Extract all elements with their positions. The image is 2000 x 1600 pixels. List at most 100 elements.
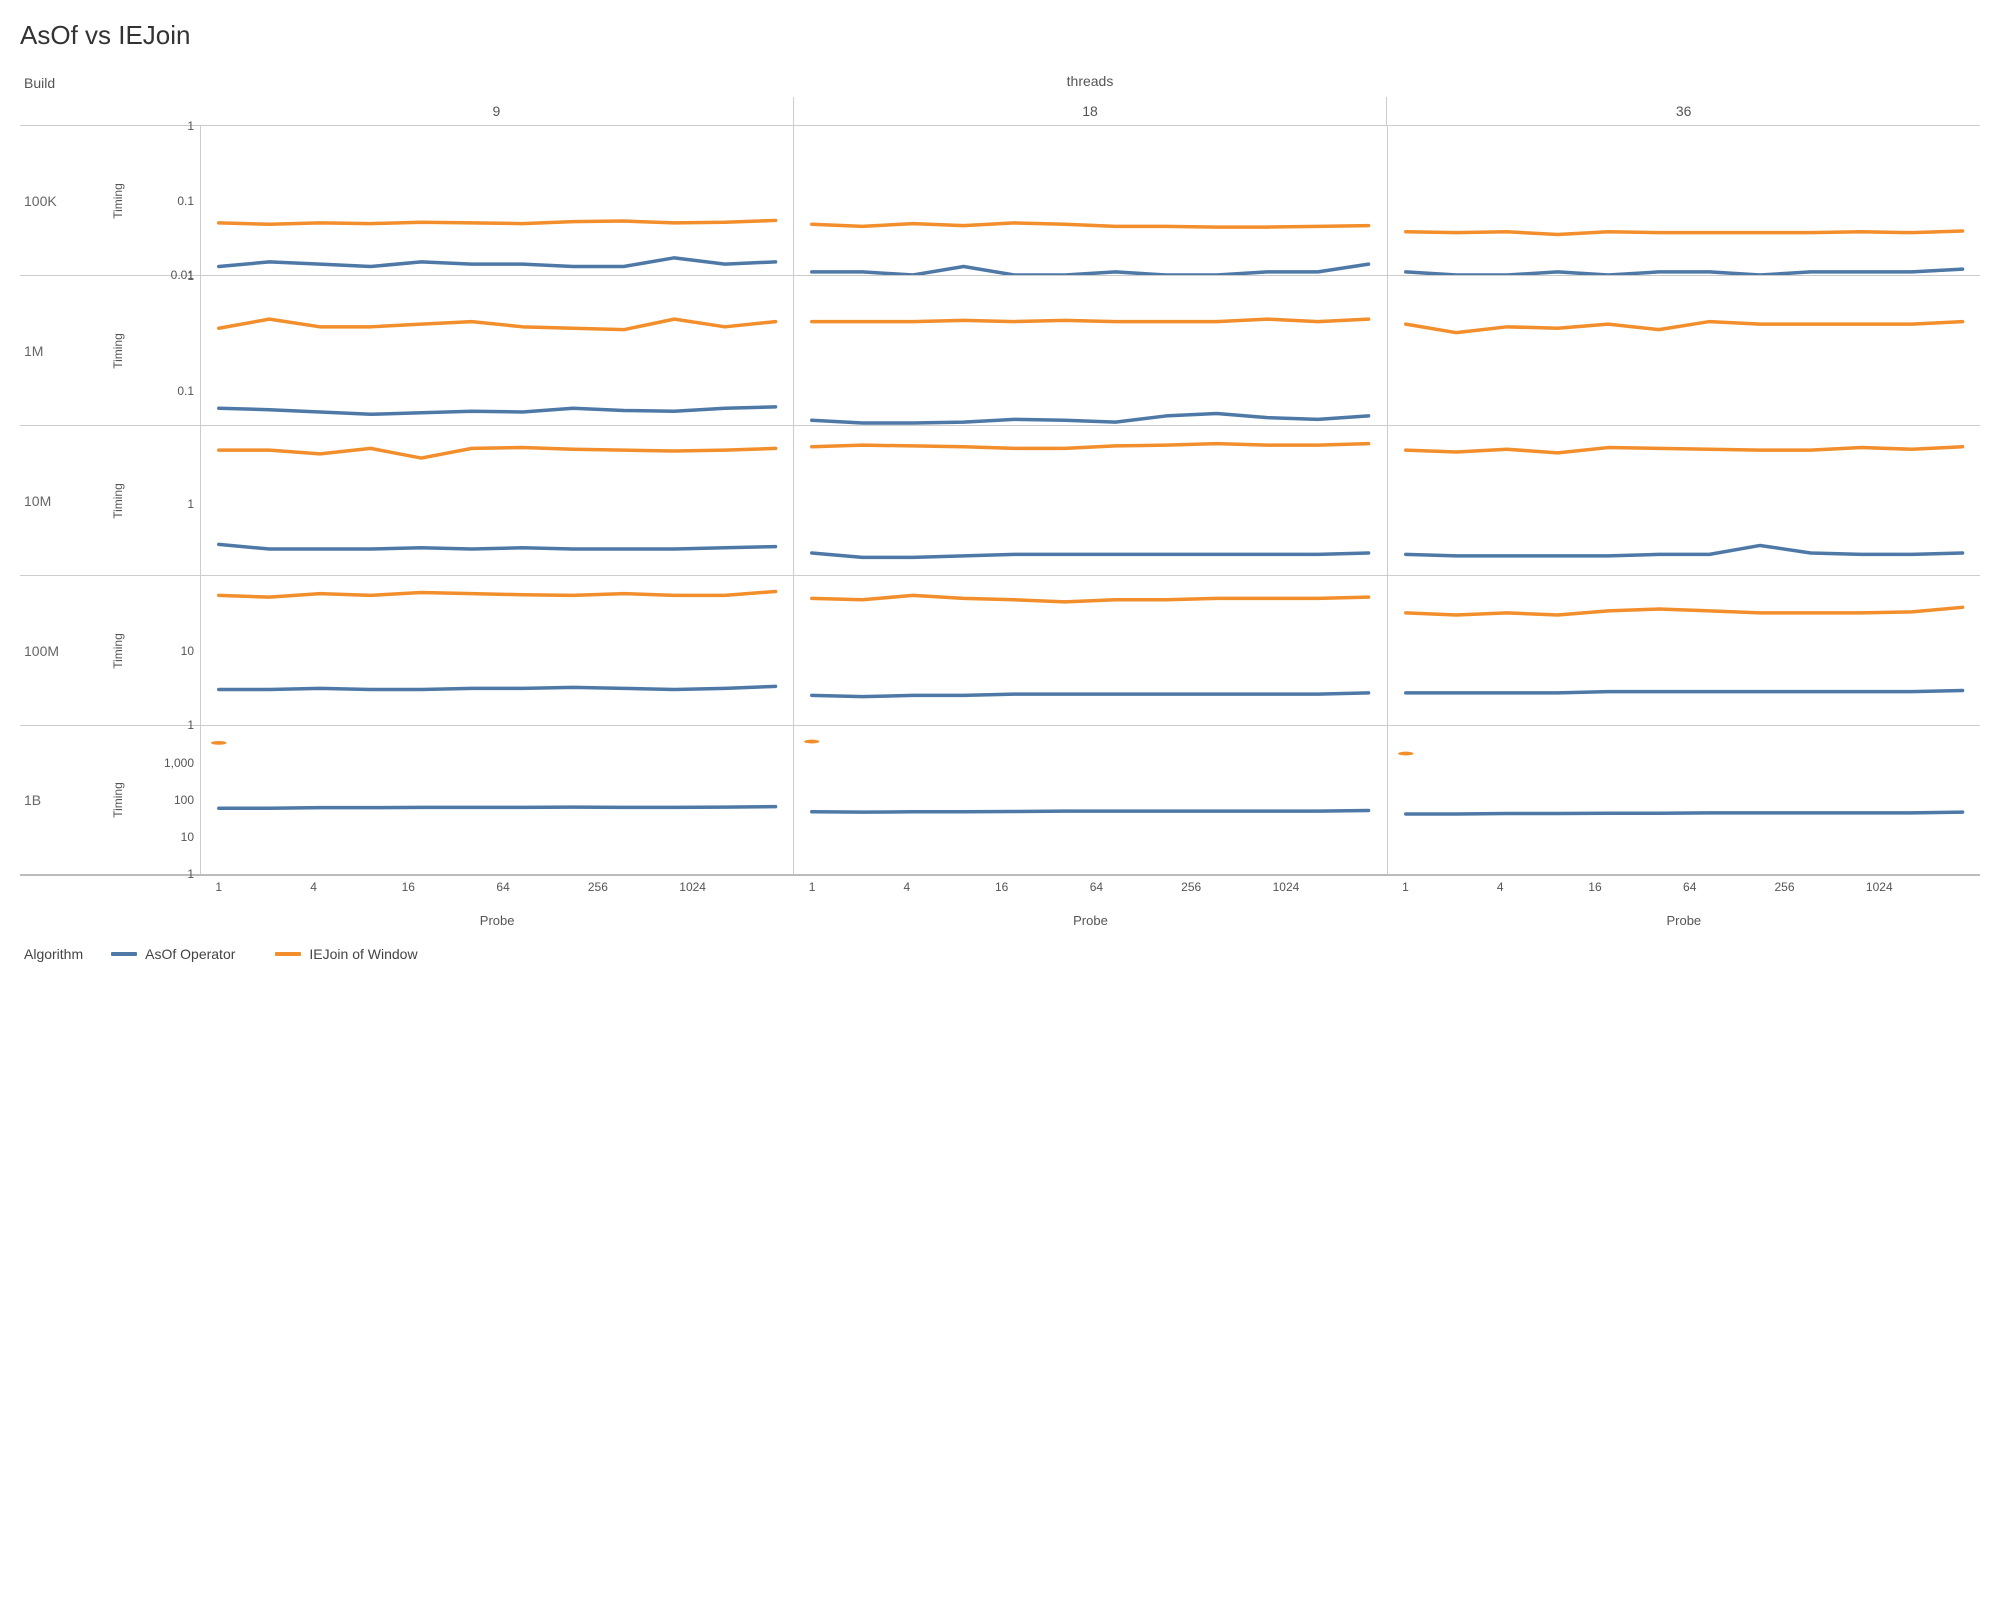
x-axis-label: Probe	[1666, 913, 1701, 928]
y-tick: 1	[187, 269, 194, 283]
legend-swatch	[275, 952, 301, 956]
build-row-label: 100M	[20, 576, 90, 725]
legend-item: IEJoin of Window	[275, 946, 417, 962]
thread-column-header: 36	[1386, 97, 1980, 125]
chart-panel	[200, 126, 793, 275]
facet-grid: Build threads 91836 100KTiming10.10.011M…	[20, 69, 1980, 936]
x-axis-label: Probe	[480, 913, 515, 928]
x-axis: 1416642561024Probe	[200, 876, 793, 936]
iejoin-series-line	[219, 591, 776, 597]
x-axis: 1 4 16 64 256 1024 Probe	[793, 876, 1386, 936]
x-tick: 64	[1090, 880, 1103, 894]
chart-panel	[1387, 126, 1980, 275]
chart-panel	[793, 726, 1386, 874]
y-tick: 0.1	[177, 194, 194, 208]
asof-series-line	[812, 264, 1369, 275]
x-tick: 4	[904, 880, 911, 894]
x-tick: 64	[496, 880, 509, 894]
iejoin-series-line	[219, 448, 776, 459]
asof-series-line	[812, 414, 1369, 424]
chart-panel	[793, 126, 1386, 275]
build-row-label: 1M	[20, 276, 90, 425]
y-tick: 100	[174, 793, 194, 807]
asof-series-line	[1405, 691, 1962, 693]
x-tick: 16	[402, 880, 415, 894]
iejoin-series-line	[812, 444, 1369, 449]
chart-panel	[793, 426, 1386, 575]
iejoin-series-line	[812, 223, 1369, 227]
chart-title: AsOf vs IEJoin	[20, 20, 1980, 51]
chart-panel	[1387, 426, 1980, 575]
x-tick: 64	[1683, 880, 1696, 894]
y-axis-label: Timing	[111, 633, 125, 669]
asof-series-line	[812, 553, 1369, 557]
y-tick: 1	[187, 119, 194, 133]
thread-column-header: 9	[200, 97, 793, 125]
chart-panel	[1387, 576, 1980, 725]
y-axis: Timing10.1	[90, 276, 200, 425]
legend-item: AsOf Operator	[111, 946, 235, 962]
iejoin-series-line	[219, 220, 776, 224]
y-axis-label: Timing	[111, 483, 125, 519]
x-tick: 16	[995, 880, 1008, 894]
facet-row: 100MTiming101	[20, 576, 1980, 726]
legend: Algorithm AsOf OperatorIEJoin of Window	[20, 936, 1980, 962]
facet-row: 10M Timing 1	[20, 426, 1980, 576]
chart-panel	[793, 276, 1386, 425]
x-tick: 1024	[1866, 880, 1893, 894]
x-tick: 4	[310, 880, 317, 894]
facet-row: 100KTiming10.10.01	[20, 126, 1980, 276]
asof-series-line	[219, 807, 776, 809]
y-axis: Timing1,000100101	[90, 726, 200, 874]
asof-series-line	[219, 544, 776, 549]
y-axis-label: Timing	[111, 183, 125, 219]
y-axis-label: Timing	[111, 333, 125, 369]
asof-series-line	[219, 686, 776, 689]
y-tick: 10	[181, 644, 194, 658]
iejoin-series-line	[1405, 447, 1962, 453]
chart-panel	[793, 576, 1386, 725]
asof-series-line	[219, 407, 776, 414]
x-axis-label: Probe	[1073, 913, 1108, 928]
legend-swatch	[111, 952, 137, 956]
asof-series-line	[219, 258, 776, 267]
x-tick: 256	[1181, 880, 1201, 894]
iejoin-point	[804, 740, 819, 744]
asof-series-line	[1405, 812, 1962, 814]
iejoin-point	[1398, 752, 1413, 756]
y-tick: 1	[187, 497, 194, 511]
build-row-label: 100K	[20, 126, 90, 275]
x-tick: 1	[809, 880, 816, 894]
chart-panel	[200, 576, 793, 725]
x-tick: 1024	[1273, 880, 1300, 894]
asof-series-line	[1405, 545, 1962, 555]
columns-header-label: threads	[200, 69, 1980, 97]
y-tick: 1	[187, 867, 194, 881]
legend-label: AsOf Operator	[145, 946, 235, 962]
y-tick: 1,000	[164, 756, 194, 770]
y-axis: Timing10.10.01	[90, 126, 200, 275]
asof-series-line	[812, 693, 1369, 697]
chart-panel	[200, 276, 793, 425]
y-tick: 0.1	[177, 384, 194, 398]
asof-series-line	[812, 811, 1369, 813]
iejoin-series-line	[1405, 231, 1962, 235]
y-axis: Timing101	[90, 576, 200, 725]
iejoin-series-line	[812, 595, 1369, 601]
x-tick: 1	[1402, 880, 1409, 894]
chart-panel	[1387, 276, 1980, 425]
asof-series-line	[1405, 269, 1962, 275]
x-tick: 1	[215, 880, 222, 894]
x-axis: 1416642561024Probe	[1387, 876, 1980, 936]
chart-panel	[200, 426, 793, 575]
x-tick: 4	[1497, 880, 1504, 894]
rows-header-label: Build	[20, 69, 200, 97]
y-tick: 10	[181, 830, 194, 844]
iejoin-series-line	[812, 319, 1369, 321]
iejoin-series-line	[1405, 607, 1962, 615]
chart-panel	[1387, 726, 1980, 874]
iejoin-point	[211, 741, 226, 745]
x-tick: 16	[1588, 880, 1601, 894]
build-row-label: 10M	[20, 426, 90, 575]
x-tick: 1024	[679, 880, 706, 894]
